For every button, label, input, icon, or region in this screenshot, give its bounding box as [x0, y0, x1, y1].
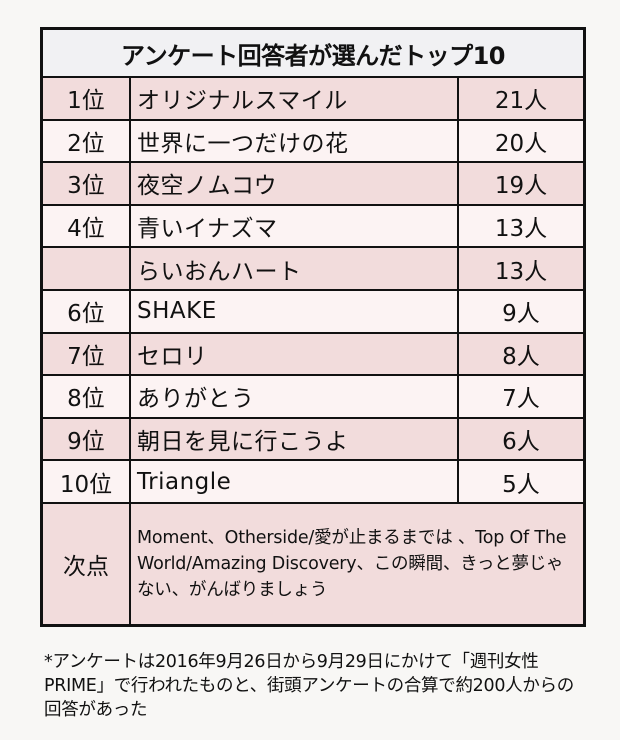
rank-cell: 8位: [43, 376, 131, 417]
rank-cell: 10位: [43, 461, 131, 502]
rank-cell: 7位: [43, 333, 131, 375]
rank-cell: 2位: [43, 120, 131, 162]
table-row: 4位 青いイナズマ 13人: [43, 205, 583, 249]
song-cell: Triangle: [131, 461, 459, 502]
rank-cell: 6位: [43, 290, 131, 332]
votes-cell: 9人: [502, 301, 540, 328]
song-cell: SHAKE: [131, 290, 459, 332]
votes-cell: 19人: [494, 173, 548, 200]
footnote: *アンケートは2016年9月26日から9月29日にかけて「週刊女性PRIME」で…: [44, 652, 574, 720]
votes-cell: 20人: [494, 130, 548, 157]
rank-cell: [43, 248, 131, 289]
table-row: 1位 オリジナルスマイル 21人: [43, 78, 583, 121]
table-row: 9位 朝日を見に行こうよ 6人: [43, 418, 583, 462]
song-cell: らいおんハート: [131, 248, 459, 289]
song-cell: ありがとう: [131, 376, 459, 417]
rank-cell: 1位: [43, 78, 131, 119]
song-cell: 世界に一つだけの花: [131, 120, 459, 162]
runner-up-label: 次点: [43, 503, 131, 624]
runner-up-row: 次点 Moment、Otherside/愛が止まるまでは 、Top Of The…: [43, 503, 583, 624]
table-row: らいおんハート 13人: [43, 248, 583, 291]
table-row: 10位 Triangle 5人: [43, 461, 583, 504]
votes-cell: 7人: [502, 386, 540, 413]
rank-cell: 4位: [43, 205, 131, 247]
ranking-table: アンケート回答者が選んだトップ10 1位 オリジナルスマイル 21人 2位 世界に一つだ…: [40, 27, 586, 627]
votes-cell: 21人: [494, 88, 548, 115]
song-cell: 朝日を見に行こうよ: [131, 418, 459, 460]
rank-cell: 3位: [43, 163, 131, 204]
votes-cell: 13人: [494, 216, 548, 243]
votes-cell: 6人: [502, 429, 540, 456]
table-row: 6位 SHAKE 9人: [43, 290, 583, 334]
table-title: アンケート回答者が選んだトップ10: [43, 30, 583, 78]
table-row: 8位 ありがとう 7人: [43, 376, 583, 419]
votes-cell: 13人: [494, 258, 548, 285]
song-cell: オリジナルスマイル: [131, 78, 459, 119]
table-row: 2位 世界に一つだけの花 20人: [43, 120, 583, 164]
runner-up-songs: Moment、Otherside/愛が止まるまでは 、Top Of The Wo…: [137, 527, 567, 600]
song-cell: 夜空ノムコウ: [131, 163, 459, 204]
song-cell: セロリ: [131, 333, 459, 375]
table-row: 7位 セロリ 8人: [43, 333, 583, 377]
table-row: 3位 夜空ノムコウ 19人: [43, 163, 583, 206]
song-cell: 青いイナズマ: [131, 205, 459, 247]
votes-cell: 8人: [502, 343, 540, 370]
votes-cell: 5人: [502, 471, 540, 498]
rank-cell: 9位: [43, 418, 131, 460]
